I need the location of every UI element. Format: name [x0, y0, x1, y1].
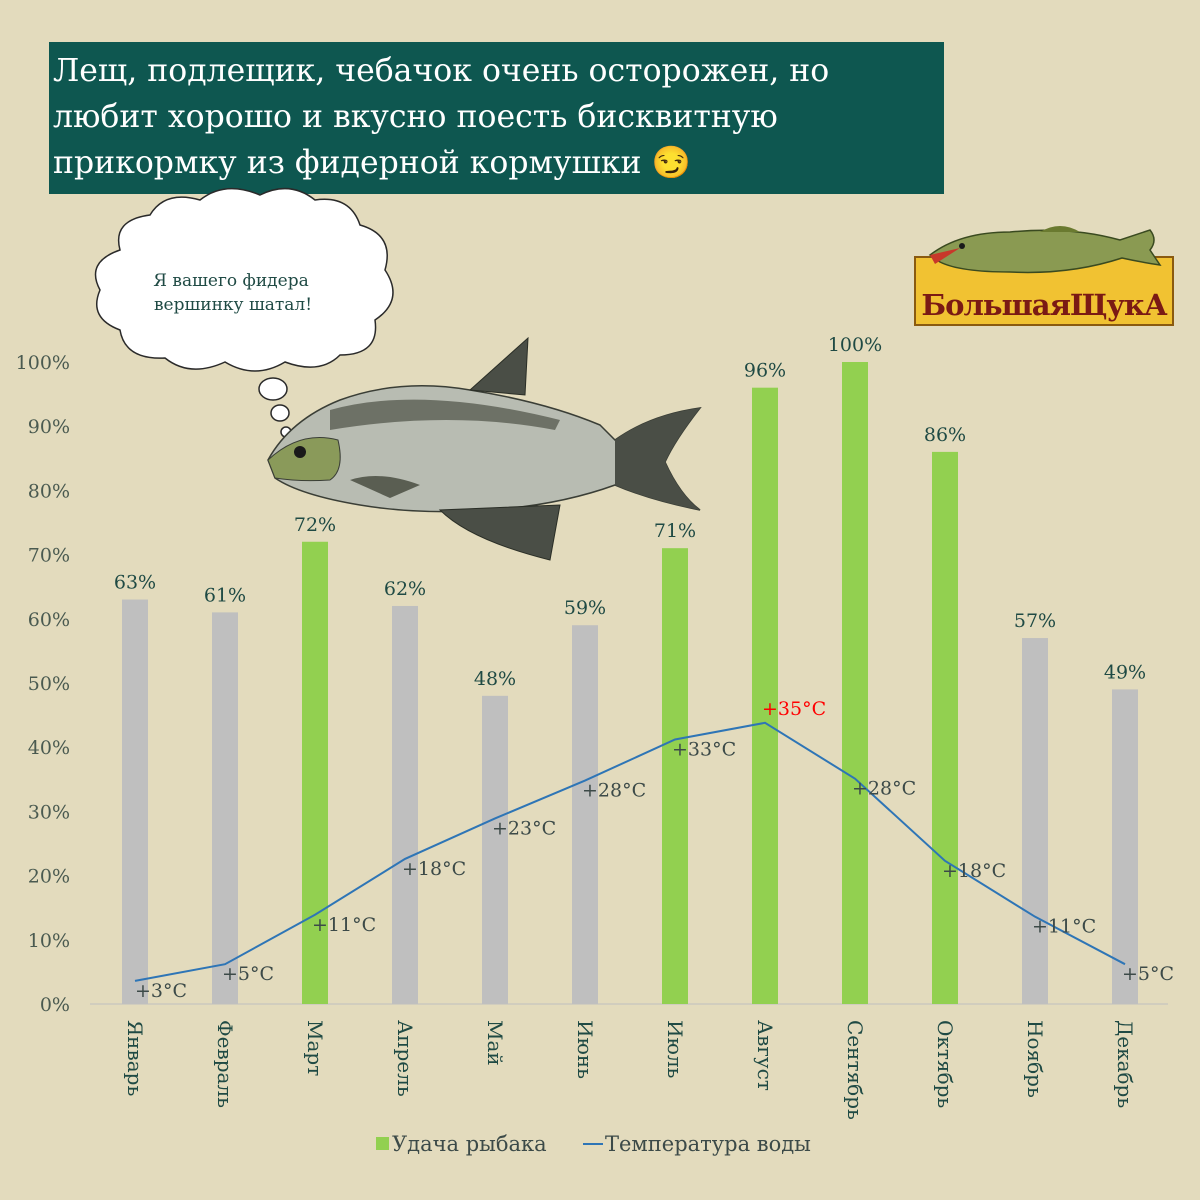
title-line-3: прикормку из фидерной кормушки 😏 [53, 145, 691, 181]
title-banner: Лещ, подлещик, чебачок очень осторожен, … [49, 42, 944, 194]
bars-series [122, 362, 1138, 1004]
legend-line-label: Температура воды [605, 1132, 811, 1156]
bar [1022, 638, 1048, 1004]
bar [482, 695, 508, 1004]
temperature-line [134, 721, 1126, 982]
bar-value-label: 86% [924, 424, 966, 446]
temperature-label: +5°C [1122, 963, 1174, 985]
y-tick-label: 20% [28, 866, 70, 888]
bar-value-label: 96% [744, 360, 786, 382]
x-axis: Январь Февраль Март Апрель Май Июнь Июль Август… [123, 1020, 1137, 1120]
bar [122, 599, 148, 1004]
bar [662, 548, 688, 1004]
bubble-line-2: вершинку шатал! [154, 295, 312, 315]
bar-value-label: 100% [828, 334, 882, 356]
month-label: Февраль [213, 1020, 237, 1108]
y-tick-label: 10% [28, 930, 70, 952]
temperature-label: +23°C [492, 817, 556, 839]
legend-bar-label: Удача рыбака [392, 1132, 547, 1156]
temperature-label: +3°C [135, 980, 187, 1002]
legend-bar-swatch [376, 1137, 389, 1150]
y-tick-label: 70% [28, 545, 70, 567]
bar [302, 541, 328, 1004]
y-tick-label: 60% [28, 609, 70, 631]
temperature-label: +28°C [852, 778, 916, 800]
bar-value-label: 59% [564, 597, 606, 619]
y-tick-label: 80% [28, 480, 70, 502]
bar [752, 387, 778, 1004]
bar-value-label: 72% [294, 514, 336, 536]
month-label: Июль [663, 1020, 687, 1079]
legend: Удача рыбака Температура воды [376, 1132, 811, 1156]
month-label: Май [483, 1020, 507, 1066]
bar-value-label: 62% [384, 578, 426, 600]
pike-fish-icon [928, 226, 1162, 274]
bar-value-labels: 63% 61% 72% 62% 48% 59% 71% 96% 100% 86% 57% 49% [114, 334, 1146, 690]
logo-text: БольшаяЩукА [921, 288, 1168, 322]
y-tick-label: 100% [16, 352, 70, 374]
title-line-2: любит хорошо и вкусно поесть бисквитную [53, 99, 778, 135]
month-label: Апрель [393, 1020, 417, 1097]
month-label: Июнь [573, 1020, 597, 1079]
temperature-label: +11°C [1032, 916, 1096, 938]
month-label: Август [753, 1020, 777, 1091]
bar-value-label: 61% [204, 584, 246, 606]
temperature-label: +5°C [222, 963, 274, 985]
bream-fish-icon [267, 336, 702, 561]
bar [1112, 689, 1138, 1004]
bar [842, 362, 868, 1004]
y-tick-label: 30% [28, 801, 70, 823]
temperature-labels: +3°C +5°C +11°C +18°C +23°C +28°C +33°C +35°C +2… [135, 698, 1174, 1002]
bar-value-label: 71% [654, 520, 696, 542]
y-tick-label: 50% [28, 673, 70, 695]
bar [392, 605, 418, 1004]
logo: БольшаяЩукА [914, 226, 1174, 326]
temperature-label: +18°C [402, 858, 466, 880]
y-tick-label: 0% [40, 994, 70, 1016]
temperature-label: +28°C [582, 780, 646, 802]
temperature-label: +33°C [672, 738, 736, 760]
month-label: Сентябрь [843, 1020, 867, 1120]
title-line-1: Лещ, подлещик, чебачок очень осторожен, … [53, 53, 830, 89]
temperature-label: +35°C [762, 698, 826, 720]
temperature-label: +11°C [312, 914, 376, 936]
bubble-line-1: Я вашего фидера [153, 271, 308, 291]
y-tick-label: 40% [28, 737, 70, 759]
bar-value-label: 63% [114, 572, 156, 594]
month-label: Ноябрь [1023, 1020, 1047, 1098]
bar [212, 612, 238, 1004]
bar [932, 451, 958, 1004]
bar-value-label: 49% [1104, 661, 1146, 683]
bar-value-label: 57% [1014, 610, 1056, 632]
bar-value-label: 48% [474, 668, 516, 690]
y-tick-label: 90% [28, 416, 70, 438]
month-label: Март [303, 1020, 327, 1076]
y-axis: 0% 10% 20% 30% 40% 50% 60% 70% 80% 90% 100% [16, 352, 1168, 1016]
month-label: Январь [123, 1020, 147, 1096]
month-label: Декабрь [1113, 1020, 1137, 1108]
temperature-label: +18°C [942, 860, 1006, 882]
temperature-series [134, 721, 1126, 982]
month-label: Октябрь [933, 1020, 957, 1108]
bar [572, 625, 598, 1004]
